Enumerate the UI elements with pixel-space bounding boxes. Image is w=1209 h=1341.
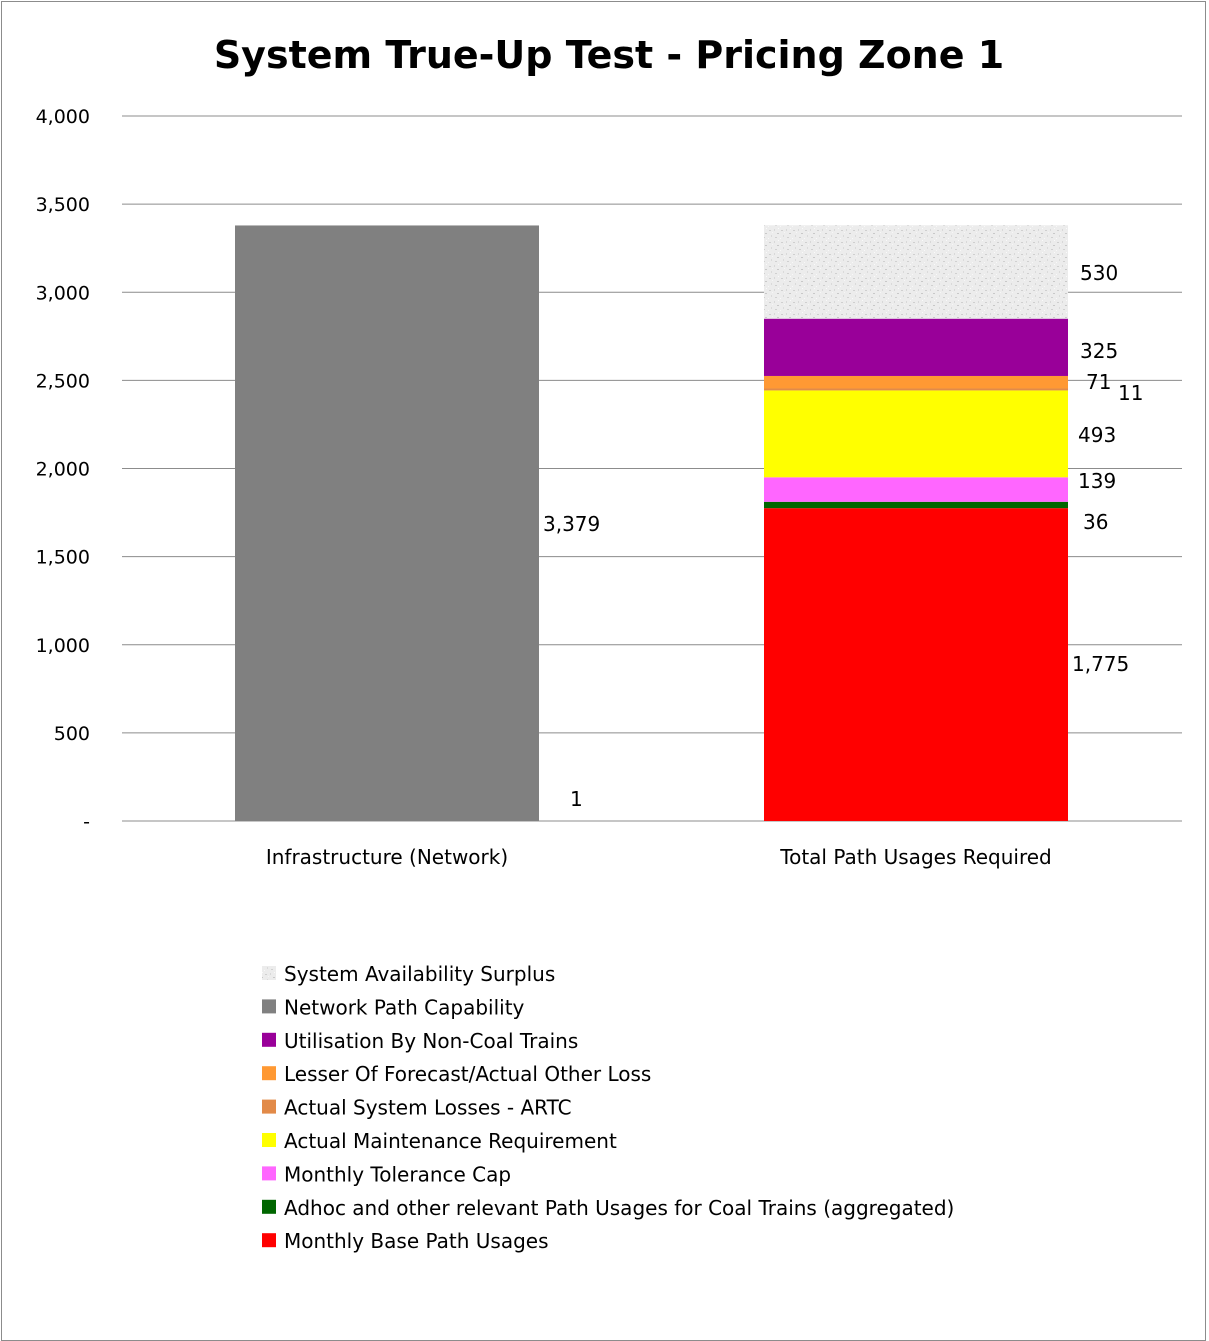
y-tick-label: 3,500 [36,194,90,216]
legend-item-actual-maintenance-requirement: Actual Maintenance Requirement [262,1129,617,1153]
legend-item-actual-system-losses-artc: Actual System Losses - ARTC [262,1096,572,1120]
data-label-system-availability-surplus: 530 [1080,261,1118,285]
legend-swatch [262,1099,276,1114]
data-label-actual-maintenance-requirement: 493 [1078,423,1116,447]
legend-label: Monthly Base Path Usages [284,1229,549,1253]
data-label-lesser-of-forecast-actual-other-loss: 71 [1086,370,1111,394]
legend: System Availability Surplus Network Path … [262,962,954,1253]
legend-item-monthly-tolerance-cap: Monthly Tolerance Cap [262,1162,511,1186]
legend-item-lesser-of-forecast-actual-other-loss: Lesser Of Forecast/Actual Other Loss [262,1062,651,1086]
legend-item-utilisation-by-non-coal-trains: Utilisation By Non-Coal Trains [262,1029,578,1053]
y-tick-label: 500 [54,723,90,745]
data-label-actual-system-losses-artc: 11 [1118,381,1143,405]
legend-label: Monthly Tolerance Cap [284,1162,511,1186]
bar-segment-actual-maintenance-requirement [764,390,1068,478]
legend-swatch [262,1166,276,1181]
legend-item-adhoc-and-other-relevant-path-usages-for-coal-trains-aggregated: Adhoc and other relevant Path Usages for… [262,1196,954,1220]
y-tick-label: 2,500 [36,370,90,392]
legend-label: Utilisation By Non-Coal Trains [284,1029,578,1053]
data-label-monthly-base-path-usages: 1,775 [1072,652,1129,676]
bar-segment-adhoc-and-other-relevant-path-usages-for-coal-trains-aggregated [764,501,1068,509]
x-category-label: Total Path Usages Required [779,845,1051,869]
bar-segment-utilisation-by-non-coal-trains [764,318,1068,376]
legend-swatch [262,1066,276,1081]
bar-segment-system-availability-surplus [764,225,1068,319]
legend-label: Actual System Losses - ARTC [284,1096,572,1120]
legend-swatch [262,999,276,1014]
y-tick-label: 1,000 [36,635,90,657]
data-label-system-availability-surplus: 1 [570,787,583,811]
y-axis-ticks: - 500 1,000 1,500 2,000 2,500 3,000 3,500 4,000 [36,106,90,833]
legend-label: Lesser Of Forecast/Actual Other Loss [284,1062,651,1086]
y-tick-label: 1,500 [36,547,90,569]
legend-item-system-availability-surplus: System Availability Surplus [262,962,555,986]
legend-swatch [262,1133,276,1147]
x-axis-categories: Infrastructure (Network) Total Path Usage… [266,845,1052,869]
bar-segment-monthly-tolerance-cap [764,477,1068,502]
legend-label: Actual Maintenance Requirement [284,1129,617,1153]
legend-item-network-path-capability: Network Path Capability [262,995,525,1019]
legend-swatch [262,1032,276,1047]
legend-swatch [262,966,276,980]
bar-segment-lesser-of-forecast-actual-other-loss [764,375,1068,389]
data-label-monthly-tolerance-cap: 139 [1078,469,1116,493]
legend-swatch [262,1199,276,1214]
legend-label: Network Path Capability [284,995,525,1019]
bar-segment-network-path-capability [235,225,539,822]
y-tick-label: 2,000 [36,459,90,481]
bar-segment-monthly-base-path-usages [764,508,1068,821]
legend-swatch [262,1233,276,1248]
chart-title: System True-Up Test - Pricing Zone 1 [214,33,1004,77]
legend-label: Adhoc and other relevant Path Usages for… [284,1196,954,1220]
data-label-adhoc-and-other-relevant-path-usages-for-coal-trains-aggregated: 36 [1083,510,1108,534]
data-label-utilisation-by-non-coal-trains: 325 [1080,339,1118,363]
y-tick-label: 3,000 [36,282,90,304]
legend-label: System Availability Surplus [284,962,555,986]
y-tick-label: - [83,811,90,833]
legend-item-monthly-base-path-usages: Monthly Base Path Usages [262,1229,549,1253]
y-tick-label: 4,000 [36,106,90,128]
x-category-label: Infrastructure (Network) [266,845,508,869]
data-label-network-path-capability: 3,379 [543,512,600,536]
bars [235,225,1068,822]
bar-segment-actual-system-losses-artc [764,388,1068,391]
